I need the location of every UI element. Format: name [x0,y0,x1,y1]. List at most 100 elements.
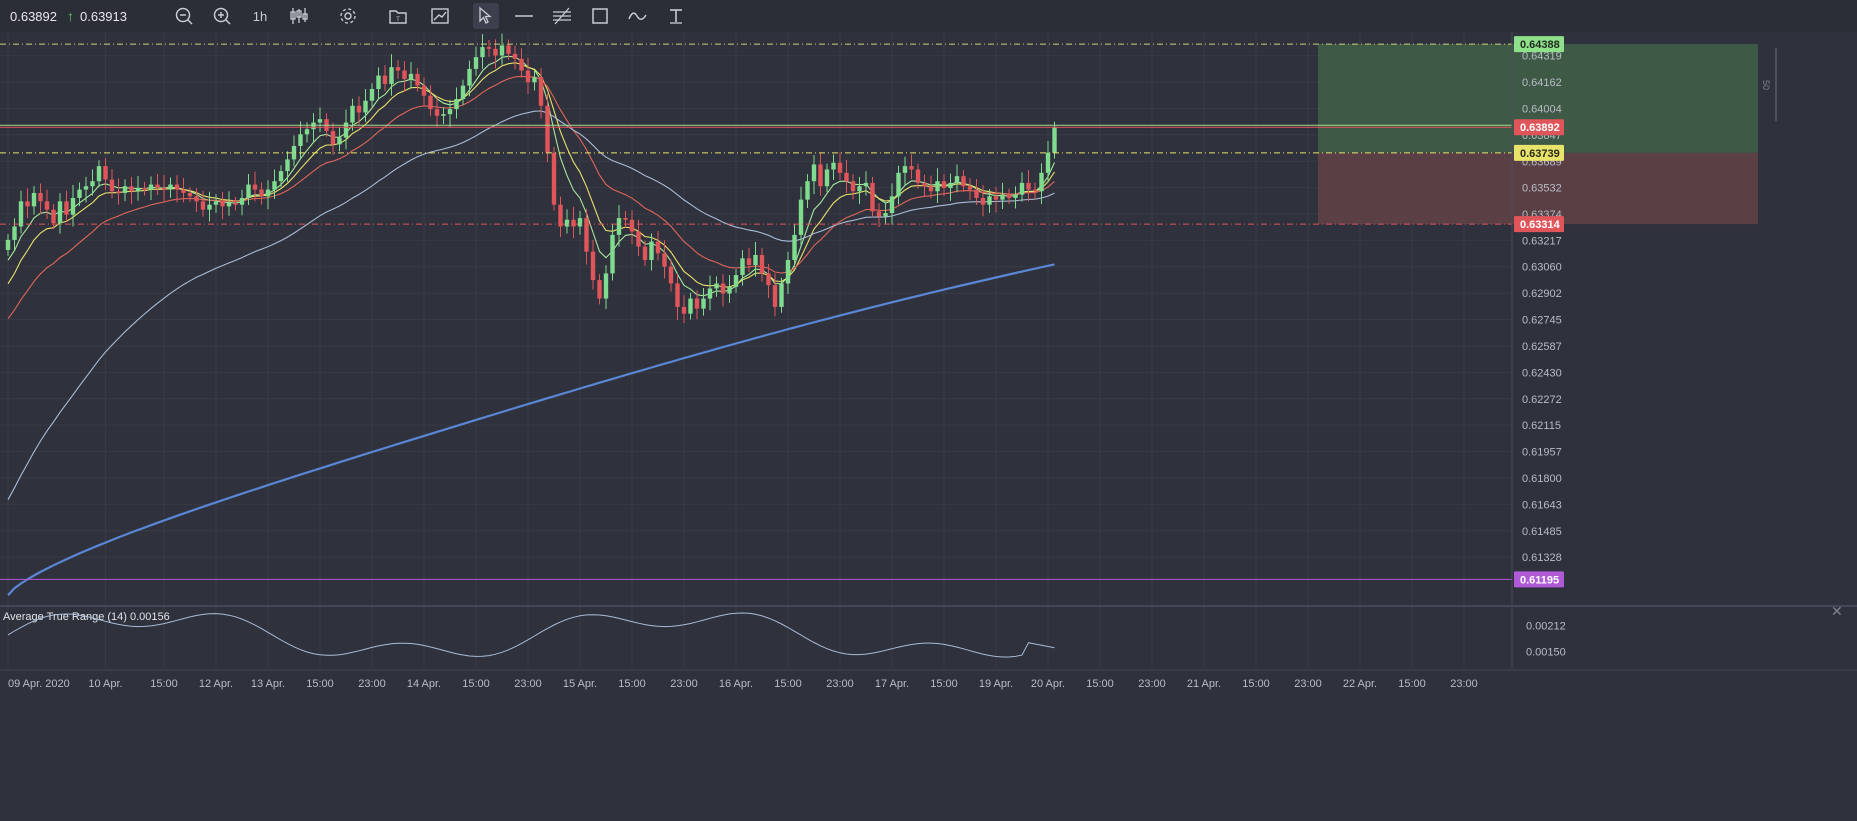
candle-body [571,219,576,227]
time-tick-label: 21 Apr. [1187,678,1221,690]
candle-body [915,169,921,183]
template-icon[interactable]: T [385,3,411,29]
price-tick-label: 0.63532 [1522,183,1562,195]
candle-body [298,134,303,146]
time-axis[interactable]: 09 Apr. 2020 10 Apr. 15:00 12 Apr. 13 Apr. 15… [0,669,1857,690]
ema-slow-line [7,75,1055,320]
price-tick-label: 0.62745 [1522,315,1562,327]
candle-body [25,201,30,207]
time-tick-label: 20 Apr. [1031,678,1065,690]
time-tick-label: 23:00 [1450,678,1478,690]
atr-indicator-pane[interactable]: Average True Range (14) 0.00156 ✕ 0.0021… [0,604,1857,658]
cursor-icon[interactable] [473,3,499,29]
candle-body [837,162,843,173]
timeframe-button[interactable]: 1h [252,8,268,24]
level-badge-bg [1514,571,1564,588]
candle-body [70,197,76,215]
price-tick-label: 0.61485 [1522,526,1562,538]
price-levels[interactable] [0,43,1512,580]
candle-body [350,105,355,123]
candle-body [57,201,63,224]
candle-body [766,273,771,286]
text-tool-icon[interactable] [663,3,689,29]
parallel-lines-icon[interactable] [549,3,575,29]
rectangle-icon[interactable] [587,3,613,29]
candle-body [83,186,89,190]
time-tick-label: 16 Apr. [719,678,753,690]
chart-area[interactable]: 50 0.643190.641620.640040.638470.636890.… [0,32,1857,821]
candle-body [746,258,752,266]
entry-badge: 0.63739 [1520,148,1560,160]
time-tick-label: 23:00 [1294,678,1322,690]
close-indicator-icon[interactable]: ✕ [1831,604,1843,620]
candle-body [558,204,563,227]
candle-body [278,171,284,182]
price-tick-label: 0.63217 [1522,235,1562,247]
horizontal-line-icon[interactable] [511,3,537,29]
candle-body [616,218,622,235]
candle-body [467,68,472,86]
atr-title: Average True Range (14) 0.00156 [3,611,170,623]
candle-body [597,280,602,299]
candle-body [954,176,960,183]
candle-body [629,219,635,232]
wave-icon[interactable] [625,3,651,29]
take-profit-badge-bg [1514,36,1564,53]
candle-body [720,283,726,294]
candle-body [200,201,206,210]
zoom-in-icon[interactable] [209,3,235,29]
candle-body [142,187,147,190]
candle-body [831,162,836,170]
candle-body [714,283,719,289]
gear-icon[interactable] [335,3,361,29]
candles-icon[interactable] [285,3,311,29]
candle-body [207,204,212,210]
candle-body [863,182,869,187]
price-tick-label: 0.62430 [1522,367,1562,379]
time-tick-label: 23:00 [826,678,854,690]
time-tick-label: 23:00 [514,678,542,690]
candle-body [662,253,667,267]
candle-body [922,182,927,187]
candle-body [642,246,648,260]
candle-body [655,241,661,254]
current-price-badge-bg [1514,119,1564,136]
candles [5,33,1057,324]
candle-body [688,298,693,314]
candle-body [428,95,433,110]
candle-body [584,218,589,252]
candle-body [844,172,849,182]
candle-body [1032,189,1038,192]
price-tick-label: 0.64162 [1522,77,1562,89]
price-tick-label: 0.61800 [1522,473,1562,485]
candle-body [935,181,940,192]
candle-body [928,186,934,192]
candle-body [519,58,524,71]
candle-body [532,77,537,83]
zoom-out-icon[interactable] [171,3,197,29]
stop-loss-zone[interactable] [1318,152,1758,225]
candle-body [441,114,446,116]
candle-body [967,186,973,190]
candle-body [785,260,791,284]
candle-body [980,197,986,205]
chart-image-icon[interactable] [427,3,453,29]
candle-body [889,196,895,214]
atr-tick-label: 0.00212 [1526,621,1566,633]
candle-body [707,288,713,299]
candle-body [623,218,628,220]
candle-body [499,45,505,56]
candle-body [31,192,37,207]
stop-loss-badge-bg [1514,216,1564,233]
candle-body [38,192,43,202]
candle-body [116,191,121,193]
candle-body [987,196,992,205]
candle-body [12,226,17,240]
time-tick-label: 09 Apr. 2020 [8,678,70,690]
candle-body [90,181,95,187]
candle-body [675,283,680,307]
time-tick-label: 23:00 [358,678,386,690]
candle-body [330,130,336,145]
candle-body [402,70,407,79]
arrow-up-icon: ↑ [67,8,74,24]
